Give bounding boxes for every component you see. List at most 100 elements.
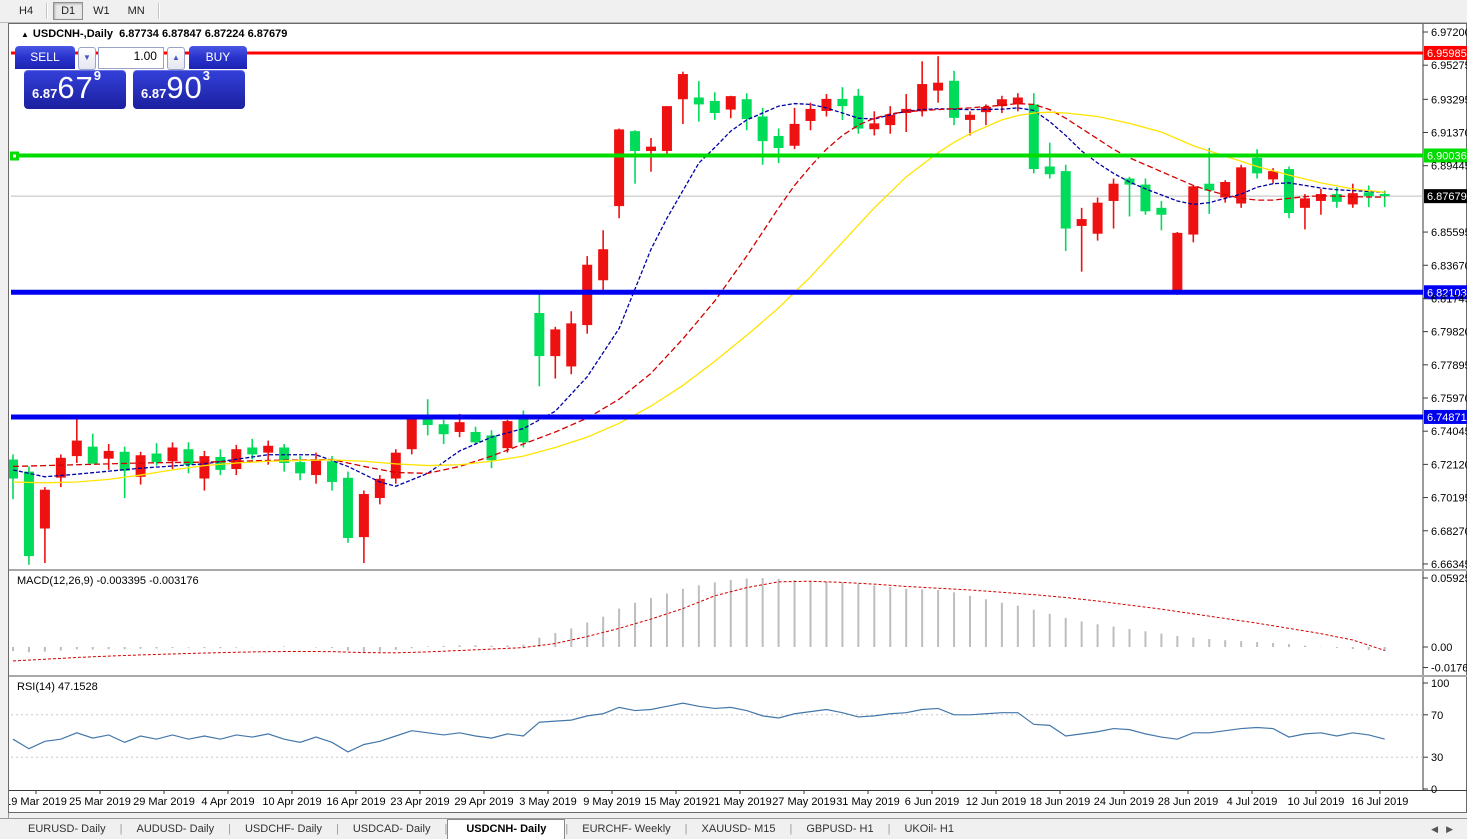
- price-axis-label: 6.66345: [1431, 559, 1467, 571]
- candle: [1299, 194, 1310, 230]
- candle: [677, 71, 688, 125]
- chart-title: ▲ USDCNH-,Daily 6.87734 6.87847 6.87224 6…: [21, 28, 287, 40]
- candle: [949, 70, 960, 126]
- candle: [917, 61, 928, 117]
- candle: [1108, 178, 1119, 229]
- candle: [725, 95, 736, 119]
- macd-axis-label: -0.017613: [1431, 663, 1467, 675]
- rsi-axis-label: 0: [1431, 784, 1437, 796]
- candle: [582, 256, 593, 334]
- candle: [438, 419, 449, 445]
- symbol-tab-usdcnh[interactable]: USDCNH- Daily: [447, 819, 566, 839]
- macd-pane-divider[interactable]: [9, 569, 1467, 571]
- tab-separator: |: [335, 823, 339, 835]
- candle: [1156, 200, 1167, 231]
- symbol-tab-ukoil[interactable]: UKOil- H1: [904, 823, 954, 835]
- tab-scroll-left-icon[interactable]: ◀: [1431, 824, 1447, 834]
- candles-layer: [9, 56, 1390, 565]
- candle: [1012, 93, 1023, 112]
- one-click-trading-panel: SELL ▼ 1.00 ▲ BUY 6.87679 6.87903: [15, 46, 247, 109]
- candle: [614, 128, 625, 219]
- candle: [837, 87, 848, 120]
- symbol-tab-eurchf[interactable]: EURCHF- Weekly: [582, 823, 671, 835]
- symbol-tab-usdcad[interactable]: USDCAD- Daily: [352, 823, 431, 835]
- candle: [661, 106, 672, 155]
- rsi-pane-divider[interactable]: [9, 675, 1467, 677]
- volume-input[interactable]: 1.00: [97, 47, 164, 69]
- candle: [1315, 188, 1326, 215]
- ma-slow-line: [12, 111, 1385, 484]
- sell-price-button[interactable]: 6.87679: [24, 68, 126, 109]
- rsi-axis-label: 30: [1431, 752, 1443, 764]
- price-axis-label: 6.79820: [1431, 327, 1467, 339]
- symbol-tab-usdchf[interactable]: USDCHF- Daily: [244, 823, 322, 835]
- candle: [869, 111, 880, 136]
- timeframe-button-d1[interactable]: D1: [53, 2, 84, 20]
- tab-separator: |: [684, 823, 688, 835]
- timeframe-button-h4[interactable]: H4: [19, 5, 34, 17]
- level-price-badge: [1424, 285, 1467, 300]
- rsi-indicator-label: RSI(14) 47.1528: [17, 681, 98, 693]
- candle: [773, 128, 784, 164]
- date-axis-label: 31 May 2019: [836, 796, 900, 808]
- candle: [231, 444, 242, 476]
- candle: [885, 106, 896, 134]
- symbol-tab-audusd[interactable]: AUDUSD- Daily: [136, 823, 215, 835]
- chart-window: 6.95985 6.90036 6.82103 6.74871 6.97200 6.952…: [8, 23, 1467, 813]
- sell-button[interactable]: SELL: [15, 46, 75, 69]
- candle: [853, 88, 864, 134]
- date-axis-label: 25 Mar 2019: [69, 796, 131, 808]
- price-axis-label: 6.72120: [1431, 459, 1467, 471]
- candle: [502, 419, 513, 453]
- timeframe-button-mn[interactable]: MN: [127, 5, 145, 17]
- candle: [566, 311, 577, 375]
- tab-scroll-right-icon[interactable]: ▶: [1446, 824, 1461, 834]
- candle: [1044, 142, 1055, 179]
- chart-symbol-period: USDCNH-,Daily: [32, 28, 113, 40]
- level-price-badge: [1424, 148, 1467, 163]
- macd-indicator-label: MACD(12,26,9) -0.003395 -0.003176: [17, 575, 199, 587]
- price-axis-label: 6.89445: [1431, 161, 1467, 173]
- date-axis-label: 18 Jun 2019: [1030, 796, 1091, 808]
- toolbar-separator: [157, 3, 160, 19]
- candle: [1188, 185, 1199, 243]
- candle: [1379, 190, 1390, 207]
- candle: [996, 95, 1007, 114]
- date-axis-label: 16 Apr 2019: [326, 796, 385, 808]
- macd-signal-line: [12, 580, 1385, 662]
- candle: [103, 444, 114, 470]
- candle: [374, 475, 385, 505]
- candle: [55, 454, 66, 488]
- candle: [199, 450, 210, 491]
- candle: [534, 293, 545, 387]
- symbol-tab-xauusd[interactable]: XAUUSD- M15: [701, 823, 776, 835]
- level-price-badge-text: 6.82103: [1427, 287, 1467, 299]
- symbol-tab-eurusd[interactable]: EURUSD- Daily: [28, 823, 106, 835]
- ma-fast-line: [12, 102, 1385, 487]
- symbol-tab-gbpusd[interactable]: GBPUSD- H1: [806, 823, 874, 835]
- chart-ohlc-values: 6.87734 6.87847 6.87224 6.87679: [119, 28, 288, 40]
- buy-price-button[interactable]: 6.87903: [133, 68, 245, 109]
- level-price-badge-text: 6.74871: [1427, 412, 1467, 424]
- collapse-arrow-icon[interactable]: ▲: [21, 30, 29, 39]
- candle: [71, 418, 82, 463]
- candle: [1363, 185, 1374, 207]
- buy-button[interactable]: BUY: [188, 46, 247, 69]
- candle: [119, 446, 130, 498]
- tab-scroll-arrows[interactable]: ◀▶: [1431, 824, 1461, 835]
- date-axis-label: 21 May 2019: [708, 796, 772, 808]
- candle: [1204, 147, 1215, 214]
- level-price-badge-text: 6.95985: [1427, 48, 1467, 60]
- price-axis-label: 6.81745: [1431, 293, 1467, 305]
- timeframe-button-w1[interactable]: W1: [93, 5, 110, 17]
- buy-price-pip: 3: [202, 68, 211, 83]
- candle: [390, 449, 401, 484]
- volume-increase-button[interactable]: ▲: [166, 47, 185, 70]
- current-price-badge: [1424, 189, 1467, 204]
- rsi-axis-label: 70: [1431, 710, 1443, 722]
- price-axis-label: 6.93295: [1431, 94, 1467, 106]
- date-axis-label: 12 Jun 2019: [966, 796, 1027, 808]
- buy-price-prefix: 6.87: [141, 86, 167, 101]
- candle: [1220, 180, 1231, 203]
- volume-decrease-button[interactable]: ▼: [77, 47, 96, 70]
